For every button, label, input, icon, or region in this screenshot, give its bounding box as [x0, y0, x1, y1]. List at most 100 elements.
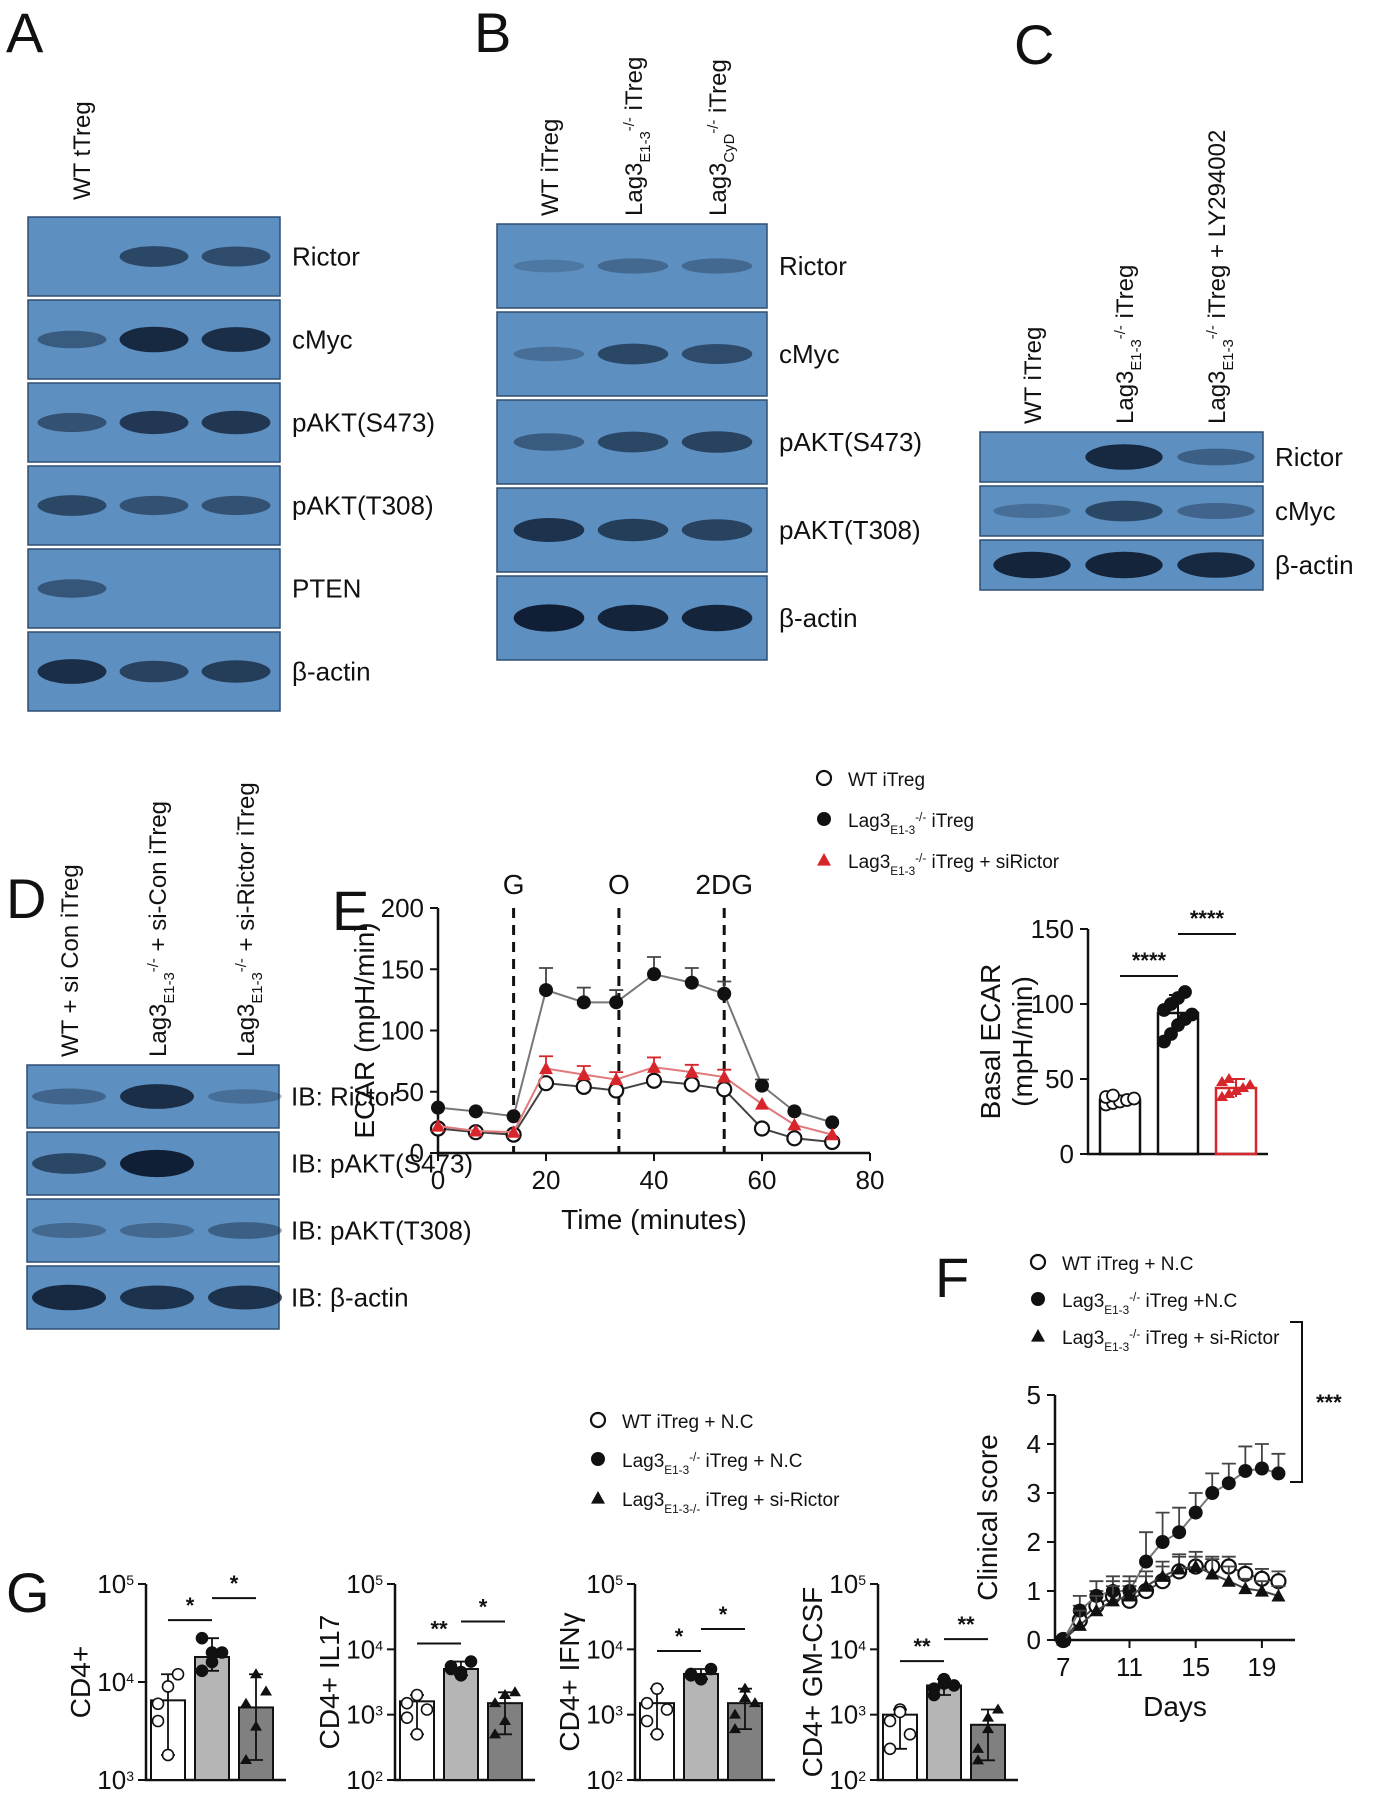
band-actin-lane-1	[513, 604, 585, 632]
panel-c-western-blot: Rictor cMyc β-actin WT iTreg Lag3E1-3-/- iTr…	[979, 130, 1354, 591]
y-tick-label: 100	[381, 1016, 424, 1046]
x-axis-label: Days	[1143, 1691, 1207, 1722]
data-point	[1221, 1574, 1236, 1587]
lane-label-3: Lag3CyD-/- iTreg	[705, 59, 738, 216]
panel-e-legend: WT iTreg Lag3E1-3-/- iTreg Lag3E1-3-/- iTr…	[815, 769, 1060, 878]
blot-label-cmyc: cMyc	[779, 339, 840, 369]
data-point	[468, 1123, 483, 1137]
panel-label-d: D	[6, 867, 46, 930]
y-tick-label: 200	[381, 893, 424, 923]
legend-label-1: WT iTreg	[848, 770, 925, 791]
data-point	[1254, 1584, 1269, 1597]
data-point	[1172, 1525, 1187, 1540]
data-point	[1127, 1091, 1141, 1106]
blot-label-ib-pakt-t308: IB: pAKT(T308)	[291, 1216, 472, 1246]
band-cmyc-lane-1	[513, 346, 585, 362]
data-point	[717, 986, 732, 1001]
significance-label-1: **	[430, 1617, 448, 1642]
data-point	[883, 1714, 897, 1728]
data-point	[825, 1127, 840, 1141]
y-tick-label: 105	[97, 1569, 134, 1599]
data-point	[716, 1081, 733, 1098]
legend-label-3: Lag3E1-3-/- iTreg + siRictor	[848, 852, 1060, 878]
data-point	[947, 1679, 961, 1692]
data-point	[647, 1060, 661, 1073]
legend-label-1: WT iTreg + N.C	[622, 1412, 753, 1433]
data-point	[489, 1728, 501, 1739]
data-point	[539, 983, 553, 998]
y-tick-label: 2	[1027, 1527, 1041, 1557]
data-point	[647, 967, 661, 982]
y-tick-label: 104	[829, 1634, 866, 1664]
lane-label-wt-ttreg: WT tTreg	[69, 101, 96, 200]
data-point	[1223, 1088, 1235, 1098]
data-point	[755, 1078, 769, 1093]
data-point	[1139, 1579, 1154, 1592]
panel-label-e: E	[332, 879, 369, 942]
bar-2	[683, 1672, 719, 1782]
panel-g-cd4-chart: 103 104 105 CD4+ * *	[65, 1569, 286, 1795]
band-rictor-lane-3	[201, 246, 271, 267]
band-actin-lane-1	[993, 551, 1071, 579]
y-tick-label: 0	[1060, 1139, 1074, 1169]
y-tick-label: 3	[1027, 1478, 1041, 1508]
band-rictor-lane-2	[1085, 444, 1163, 470]
y-axis-label: Basal ECAR	[975, 964, 1006, 1120]
band-ib-rictor-lane-1	[32, 1088, 106, 1105]
data-point	[151, 1697, 165, 1711]
blot-strip-rictor	[496, 223, 768, 309]
band-pten-lane-1	[37, 579, 107, 598]
data-point	[1221, 1476, 1236, 1491]
data-point	[717, 1070, 732, 1083]
y-tick-label: 104	[586, 1634, 623, 1664]
band-actin-lane-3	[1177, 552, 1255, 578]
data-point	[400, 1711, 414, 1724]
panel-b-western-blot: Rictor cMyc pAKT(S473) pAKT(T308) β-actin WT …	[496, 57, 922, 661]
data-point	[1244, 1079, 1256, 1089]
band-pakt-t308-lane-3	[681, 519, 753, 541]
band-ib-pakt-t308-lane-1	[32, 1222, 106, 1239]
band-cmyc-lane-3	[1177, 503, 1255, 519]
significance-label: ***	[1316, 1390, 1342, 1415]
series-line-2	[437, 973, 833, 1124]
blot-label-rictor: Rictor	[292, 242, 360, 272]
band-ib-actin-lane-2	[120, 1285, 194, 1310]
legend-marker-1	[815, 769, 833, 787]
data-point	[937, 1677, 951, 1690]
x-tick-label: 40	[640, 1165, 669, 1195]
y-tick-label: 50	[1045, 1064, 1074, 1094]
y-tick-label: 102	[829, 1765, 866, 1795]
band-pakt-t308-lane-3	[201, 495, 271, 516]
y-tick-label: 1	[1027, 1576, 1041, 1606]
band-pakt-t308-lane-1	[513, 518, 585, 542]
data-point	[420, 1703, 434, 1716]
blot-label-pakt-t308: pAKT(T308)	[292, 491, 434, 521]
blot-label-pakt-s473: pAKT(S473)	[292, 408, 435, 438]
significance-bracket	[1290, 1321, 1303, 1483]
data-point	[506, 1109, 521, 1124]
data-point	[499, 1714, 511, 1725]
legend-marker-2	[1031, 1292, 1045, 1306]
data-point	[609, 995, 624, 1010]
data-point	[1271, 1588, 1286, 1602]
data-point	[645, 1072, 663, 1089]
data-point	[640, 1696, 654, 1710]
data-point	[1205, 1486, 1220, 1500]
band-actin-lane-2	[119, 660, 189, 683]
blot-label-pakt-s473: pAKT(S473)	[779, 427, 922, 457]
legend-label-2: Lag3E1-3-/- iTreg	[848, 811, 974, 837]
data-point	[684, 975, 699, 990]
data-point	[1072, 1618, 1087, 1631]
band-ib-pakt-s473-lane-1	[32, 1153, 106, 1174]
blot-label-actin: β-actin	[292, 657, 371, 687]
blot-strip-ib-pakt-t308	[26, 1198, 280, 1263]
lane-label-1: WT + si Con iTreg	[57, 864, 84, 1057]
blot-label-ib-actin: IB: β-actin	[291, 1283, 409, 1313]
data-point	[640, 1714, 654, 1728]
band-rictor-lane-3	[681, 258, 753, 274]
legend-label-1: WT iTreg + N.C	[1062, 1254, 1193, 1275]
panel-label-f: F	[935, 1246, 969, 1309]
panel-g-legend: WT iTreg + N.C Lag3E1-3-/- iTreg + N.C Lag…	[589, 1411, 840, 1516]
band-ib-pakt-s473-lane-2	[120, 1149, 194, 1178]
